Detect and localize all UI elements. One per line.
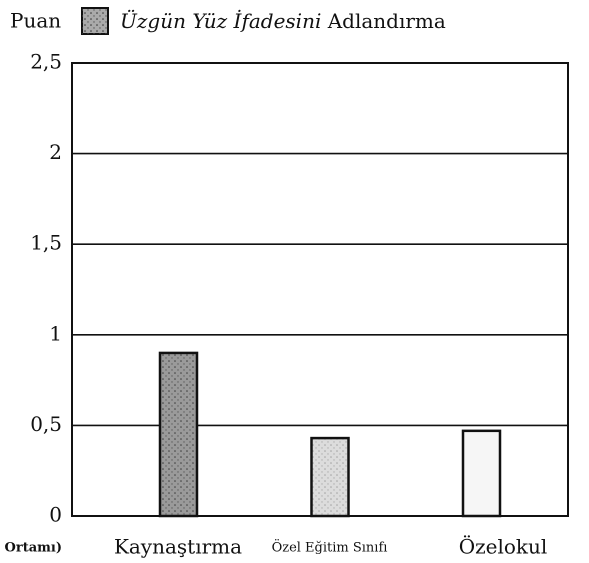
legend-label: Üzgün Yüz İfadesini Adlandırma: [120, 8, 446, 33]
y-axis-label: Puan: [10, 9, 61, 33]
y-tick-label: 1,5: [30, 231, 62, 255]
y-tick-label: 2: [49, 140, 62, 164]
legend-label-regular: Adlandırma: [327, 9, 446, 33]
legend-swatch-texture: [82, 8, 108, 34]
legend-label-italic: Üzgün Yüz İfadesini: [120, 8, 321, 33]
y-tick-label: 1: [49, 321, 62, 345]
x-tick-label: Özelokul: [459, 534, 548, 559]
x-axis-label: n Ortamı): [0, 541, 62, 556]
x-tick-label: Özel Eğitim Sınıfı: [272, 539, 388, 556]
x-tick-label: Kaynaştırma: [114, 535, 242, 559]
bar-texture: [312, 439, 348, 515]
y-tick-label: 0: [49, 503, 62, 527]
y-tick-label: 0,5: [30, 412, 62, 436]
y-tick-label: 2,5: [30, 50, 62, 74]
bar-texture: [161, 353, 196, 515]
bar: [461, 429, 502, 518]
